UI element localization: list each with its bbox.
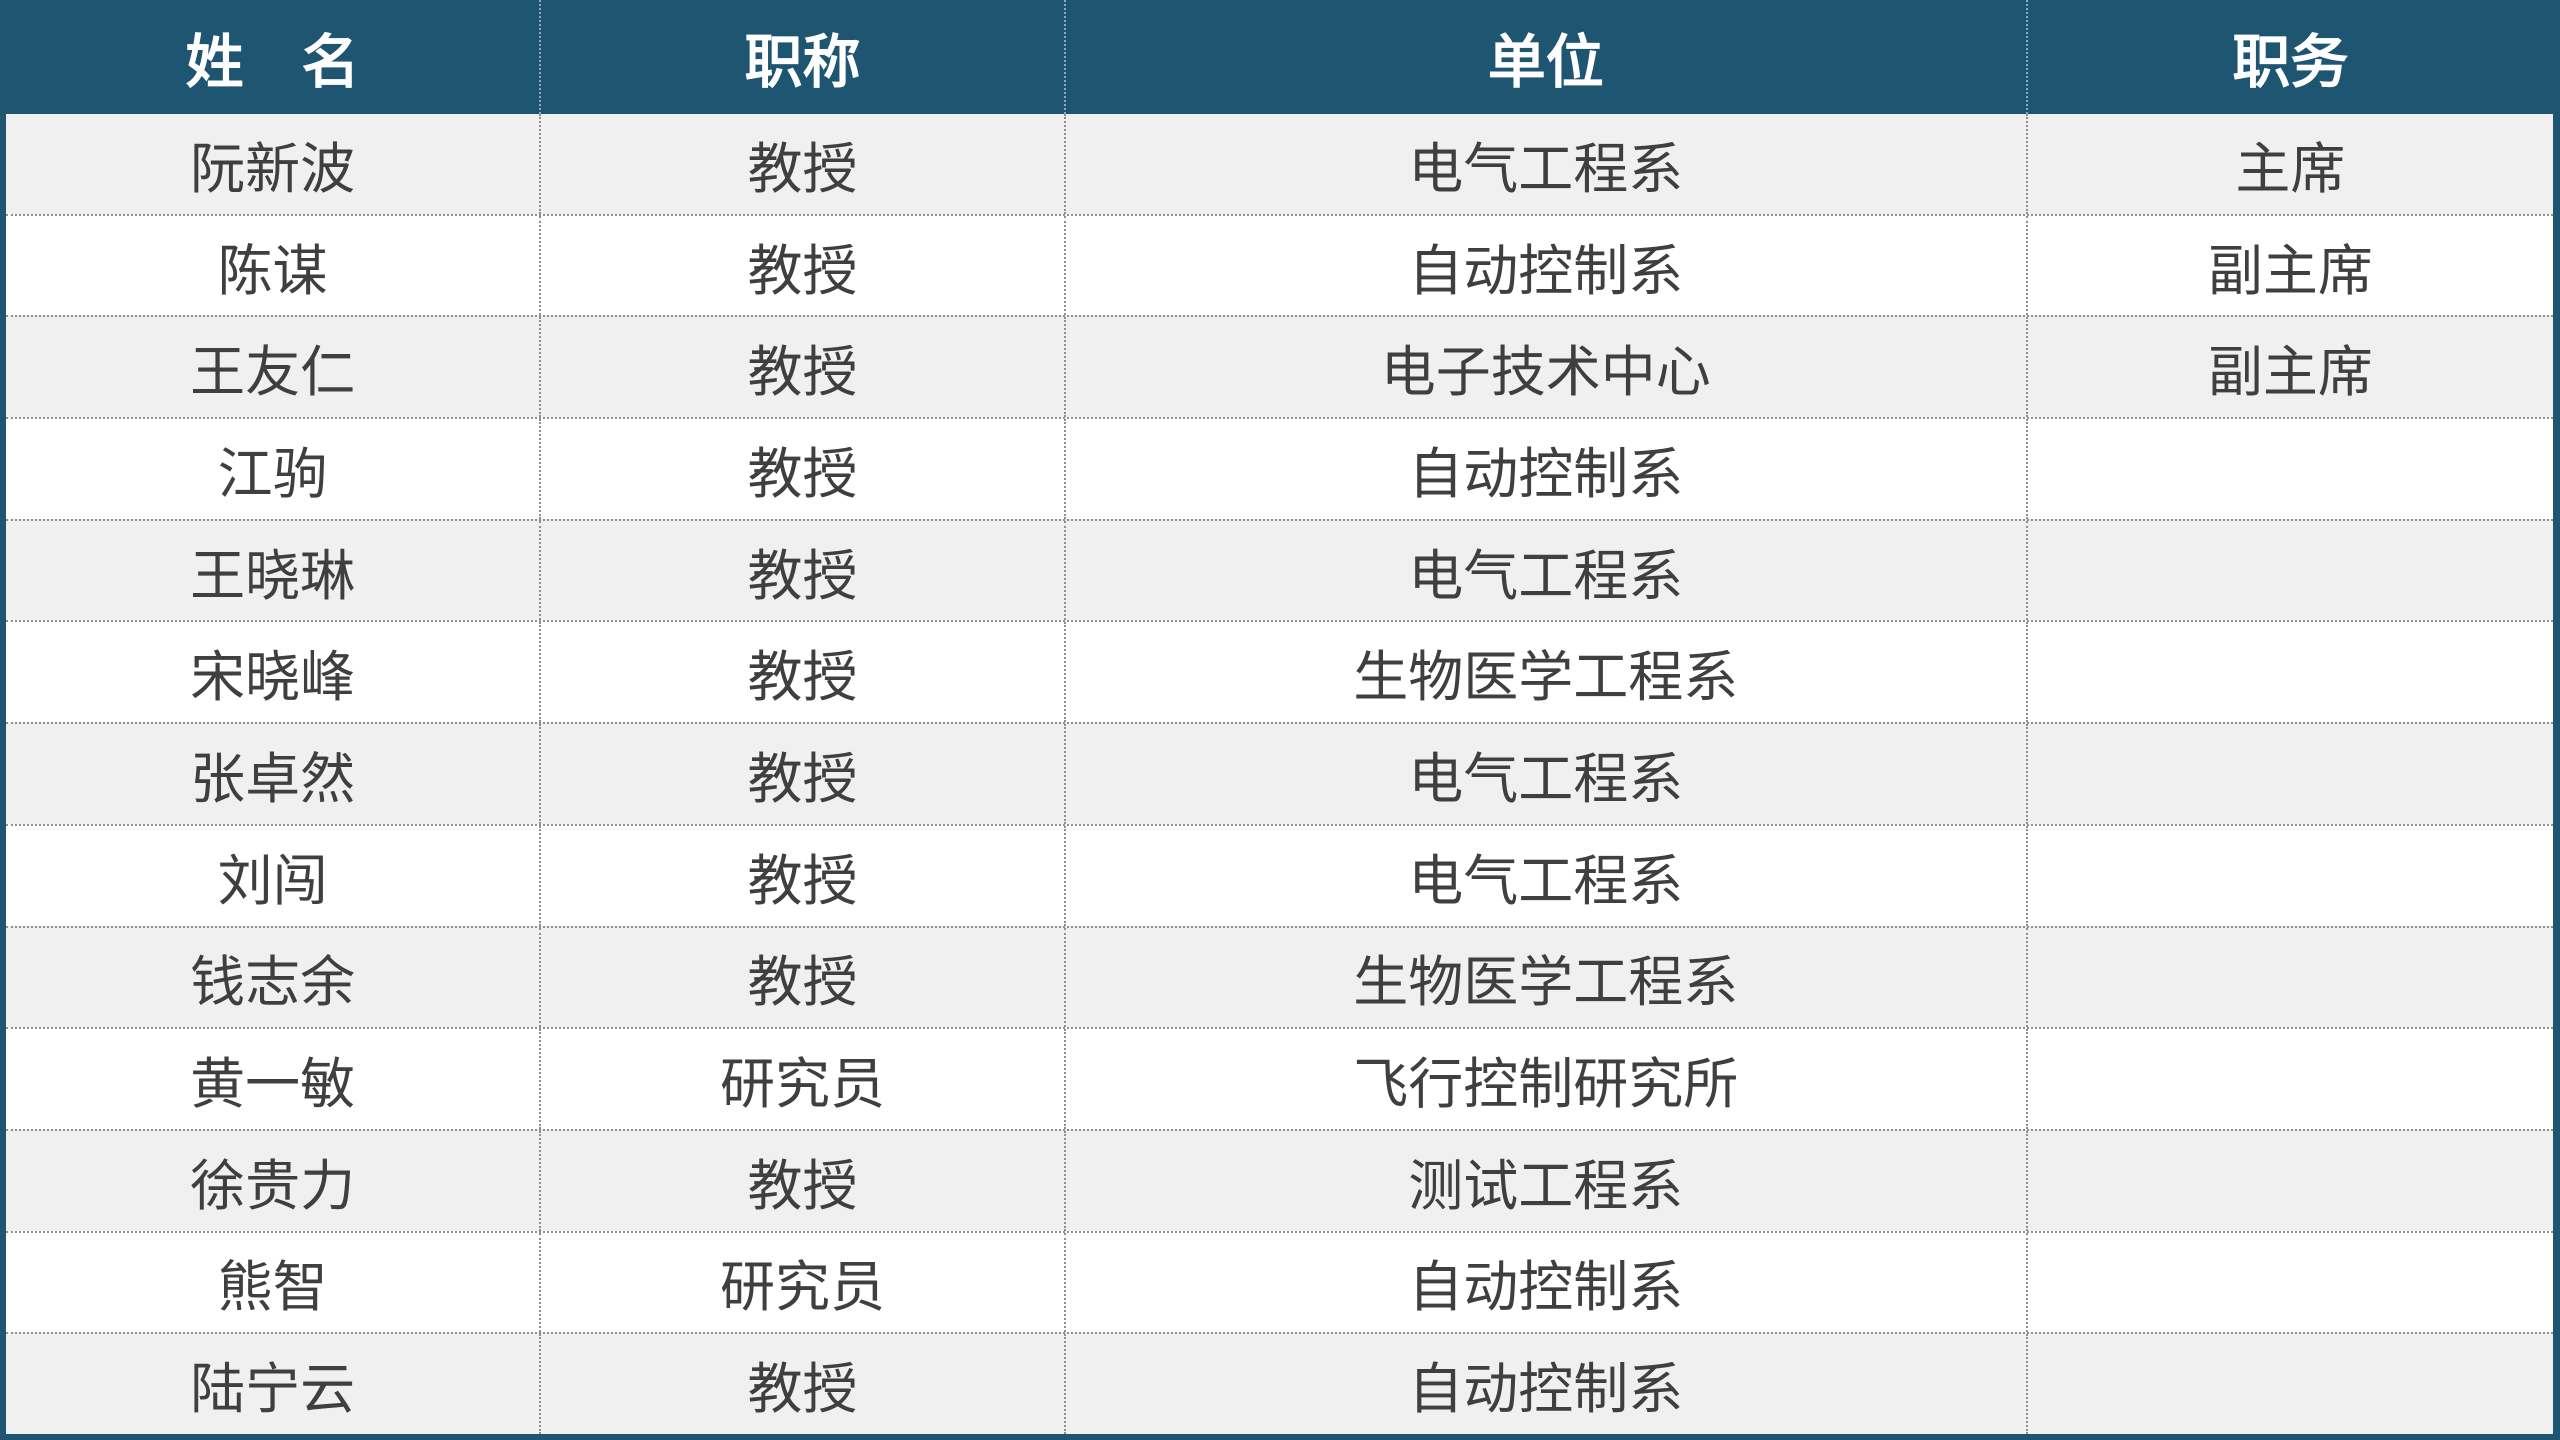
table-row: 阮新波 教授 电气工程系 主席 [6, 114, 2553, 214]
table-row: 王友仁 教授 电子技术中心 副主席 [6, 315, 2553, 418]
cell-title: 教授 [539, 724, 1063, 824]
cell-name: 王友仁 [190, 341, 356, 404]
table-row: 张卓然 教授 电气工程系 [6, 722, 2553, 824]
cell-position [2025, 1232, 2553, 1333]
cell-title: 研究员 [539, 1029, 1063, 1129]
column-header-title: 职称 [539, 0, 1063, 114]
cell-title: 教授 [539, 1130, 1063, 1231]
table-row: 王晓琳 教授 电气工程系 [6, 518, 2553, 621]
cell-unit: 自动控制系 [1063, 419, 2026, 519]
cell-title: 教授 [539, 114, 1063, 214]
cell-unit: 生物医学工程系 [1063, 622, 2026, 723]
cell-position [2025, 622, 2553, 723]
cell-unit: 生物医学工程系 [1063, 927, 2026, 1028]
cell-unit: 自动控制系 [1063, 215, 2026, 316]
table-row: 陈谋 教授 自动控制系 副主席 [6, 213, 2553, 316]
cell-title: 研究员 [539, 1232, 1063, 1333]
cell-position: 副主席 [2025, 215, 2553, 316]
cell-unit: 电子技术中心 [1063, 317, 2026, 418]
cell-unit: 自动控制系 [1063, 1232, 2026, 1333]
column-header-position: 职务 [2025, 0, 2553, 114]
cell-position [2025, 927, 2553, 1028]
table-row: 黄一敏 研究员 飞行控制研究所 [6, 1027, 2553, 1129]
cell-unit: 自动控制系 [1063, 1334, 2026, 1434]
cell-name: 张卓然 [190, 747, 356, 810]
table-row: 熊智 研究员 自动控制系 [6, 1230, 2553, 1333]
cell-title: 教授 [539, 1334, 1063, 1434]
cell-title: 教授 [539, 927, 1063, 1028]
cell-name: 徐贵力 [190, 1154, 356, 1217]
cell-unit: 电气工程系 [1063, 724, 2026, 824]
cell-unit: 电气工程系 [1063, 520, 2026, 621]
table-row: 徐贵力 教授 测试工程系 [6, 1128, 2553, 1231]
cell-unit: 电气工程系 [1063, 825, 2026, 926]
cell-name: 王晓琳 [190, 544, 356, 607]
cell-name: 熊智 [217, 1256, 328, 1319]
cell-title: 教授 [539, 317, 1063, 418]
table-row: 刘闯 教授 电气工程系 [6, 823, 2553, 926]
table-header-row: 姓 名 职称 单位 职务 [6, 0, 2553, 114]
cell-position: 主席 [2025, 114, 2553, 214]
cell-position [2025, 1029, 2553, 1129]
cell-position [2025, 419, 2553, 519]
cell-title: 教授 [539, 622, 1063, 723]
cell-title: 教授 [539, 215, 1063, 316]
cell-position [2025, 1334, 2553, 1434]
cell-name: 陈谋 [217, 239, 328, 302]
cell-position [2025, 825, 2553, 926]
cell-title: 教授 [539, 520, 1063, 621]
cell-title: 教授 [539, 419, 1063, 519]
cell-position [2025, 1130, 2553, 1231]
cell-name: 钱志余 [190, 951, 356, 1014]
cell-name: 黄一敏 [190, 1053, 356, 1116]
table-row: 宋晓峰 教授 生物医学工程系 [6, 620, 2553, 723]
cell-unit: 测试工程系 [1063, 1130, 2026, 1231]
cell-unit: 飞行控制研究所 [1063, 1029, 2026, 1129]
cell-position: 副主席 [2025, 317, 2553, 418]
cell-position [2025, 520, 2553, 621]
cell-name: 刘闯 [217, 849, 328, 912]
cell-name: 陆宁云 [190, 1358, 356, 1421]
column-header-unit: 单位 [1063, 0, 2026, 114]
table-row: 钱志余 教授 生物医学工程系 [6, 925, 2553, 1028]
cell-position [2025, 724, 2553, 824]
column-header-name: 姓 名 [185, 30, 360, 95]
cell-name: 江驹 [217, 442, 328, 505]
cell-name: 宋晓峰 [190, 646, 356, 709]
table-body: 阮新波 教授 电气工程系 主席 陈谋 教授 自动控制系 副主席 王友仁 教授 电子技术中心 副主席 江驹… [6, 114, 2553, 1434]
cell-name: 阮新波 [190, 137, 356, 200]
table-row: 陆宁云 教授 自动控制系 [6, 1332, 2553, 1434]
cell-unit: 电气工程系 [1063, 114, 2026, 214]
cell-title: 教授 [539, 825, 1063, 926]
table-row: 江驹 教授 自动控制系 [6, 417, 2553, 519]
